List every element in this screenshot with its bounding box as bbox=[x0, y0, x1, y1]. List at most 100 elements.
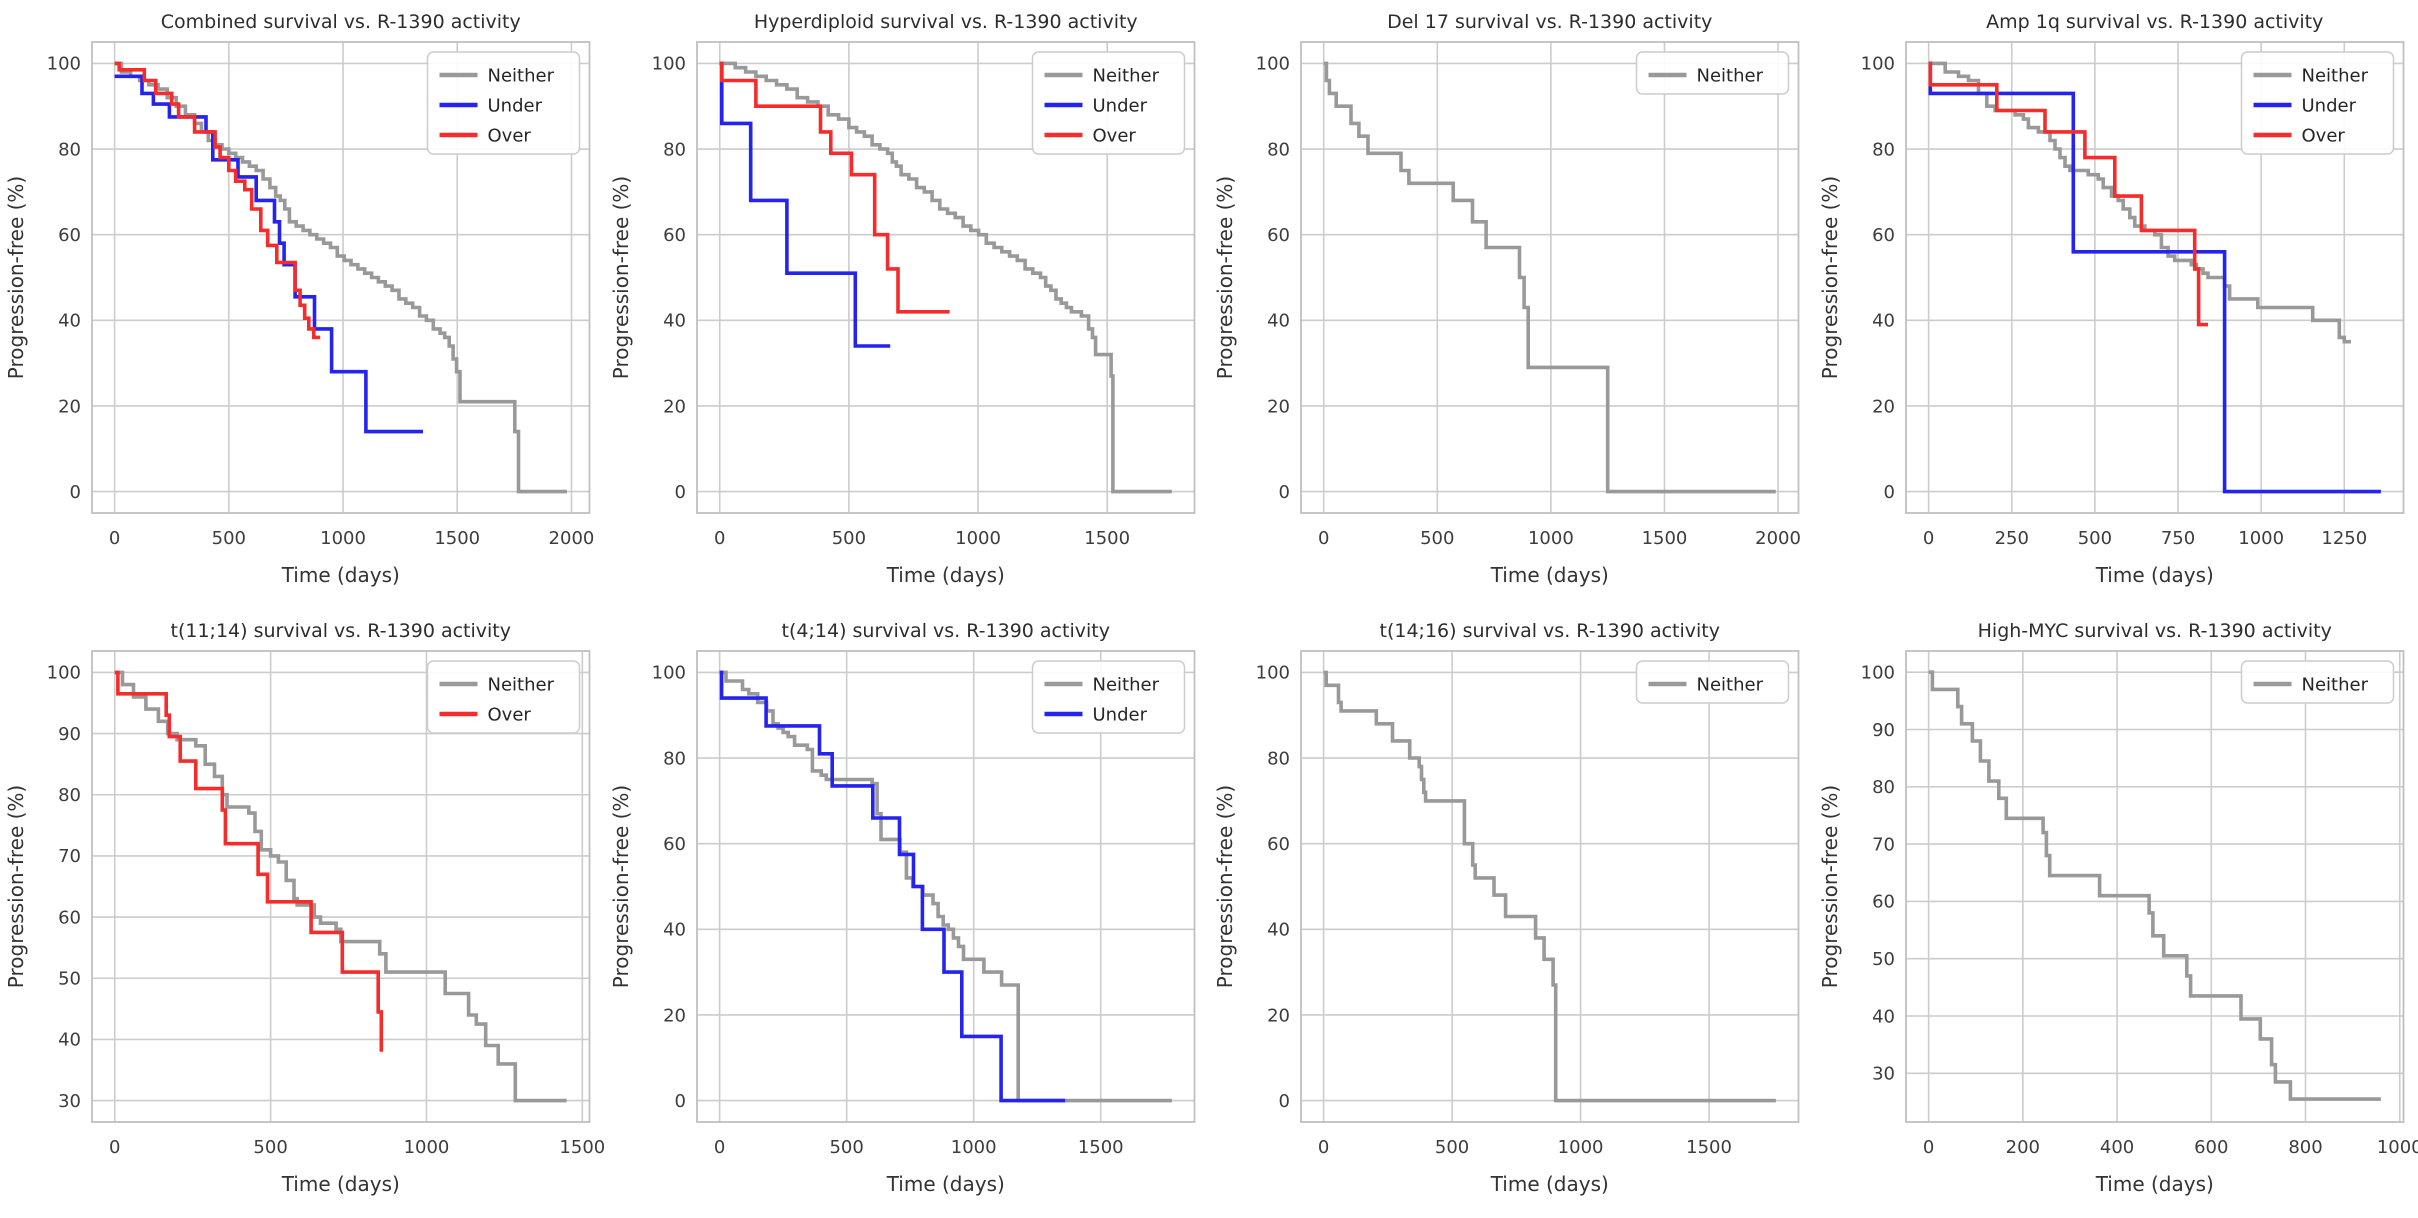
axes-spines bbox=[1904, 41, 2404, 514]
x-tick-label: 1000 bbox=[2238, 528, 2284, 549]
x-tick-label: 1000 bbox=[955, 528, 1001, 549]
x-tick-label: 400 bbox=[2099, 1137, 2133, 1158]
y-axis-label: Progression-free (%) bbox=[4, 785, 28, 988]
y-tick-label: 70 bbox=[58, 846, 81, 867]
x-tick-label: 1000 bbox=[1558, 1137, 1604, 1158]
axes-spines bbox=[91, 41, 591, 514]
chart-t4-14-svg: 0 500 1000 1500 0 20 40 60 80 100 t(4;14) survival… bbox=[604, 609, 1209, 1218]
legend-label-neither: Neither bbox=[1697, 65, 1764, 86]
legend-label-under: Under bbox=[488, 95, 543, 116]
y-tick-label: 100 bbox=[651, 663, 685, 684]
axes-background bbox=[1301, 42, 1799, 513]
y-tick-label: 60 bbox=[58, 225, 81, 246]
y-tick-label: 80 bbox=[58, 139, 81, 160]
y-tick-label: 80 bbox=[1267, 748, 1290, 769]
y-tick-label: 0 bbox=[70, 482, 81, 503]
y-tick-label: 40 bbox=[58, 1030, 81, 1051]
legend-box bbox=[2240, 51, 2394, 155]
y-axis-label: Progression-free (%) bbox=[1213, 785, 1237, 988]
y-axis-label: Progression-free (%) bbox=[609, 785, 633, 988]
chart-title: High-MYC survival vs. R-1390 activity bbox=[1977, 620, 2331, 642]
y-tick-label: 60 bbox=[1872, 892, 1895, 913]
y-tick-label: 80 bbox=[663, 748, 686, 769]
legend-label-neither: Neither bbox=[488, 674, 555, 695]
y-tick-label: 0 bbox=[674, 1091, 685, 1112]
series-neither-curve bbox=[719, 61, 1172, 494]
chart-combined-svg: 0 500 1000 1500 2000 0 20 40 60 80 100 Combined sur… bbox=[0, 0, 605, 609]
y-tick-label: 90 bbox=[58, 724, 81, 745]
legend: Neither bbox=[1635, 660, 1790, 704]
axes-background bbox=[1301, 651, 1799, 1122]
x-tick-label: 200 bbox=[2005, 1137, 2039, 1158]
y-tick-label: 20 bbox=[1267, 1005, 1290, 1026]
legend: Neither Over bbox=[426, 660, 581, 734]
y-tick-label: 30 bbox=[58, 1091, 81, 1112]
y-tick-label: 0 bbox=[1279, 482, 1290, 503]
axes-spines bbox=[91, 650, 591, 1123]
y-tick-label: 40 bbox=[1872, 1006, 1895, 1027]
x-tick-label: 2000 bbox=[1755, 528, 1801, 549]
y-tick-label: 60 bbox=[1267, 225, 1290, 246]
y-tick-label: 100 bbox=[651, 54, 685, 75]
x-tick-label: 600 bbox=[2194, 1137, 2228, 1158]
x-axis-label: Time (days) bbox=[281, 1172, 400, 1196]
y-tick-label: 0 bbox=[1883, 482, 1894, 503]
x-tick-label: 0 bbox=[713, 1137, 724, 1158]
legend-label-under: Under bbox=[1092, 704, 1147, 725]
legend: Neither bbox=[1635, 51, 1790, 95]
legend-label-under: Under bbox=[1092, 95, 1147, 116]
y-tick-label: 100 bbox=[1860, 663, 1894, 684]
legend: Neither Under Over bbox=[1031, 51, 1185, 155]
y-tick-label: 100 bbox=[47, 54, 81, 75]
y-tick-label: 40 bbox=[58, 311, 81, 332]
axes-spines bbox=[1300, 41, 1800, 514]
x-tick-label: 1500 bbox=[1686, 1137, 1732, 1158]
x-tick-label: 500 bbox=[212, 528, 246, 549]
x-tick-label: 0 bbox=[714, 528, 725, 549]
series-under-curve bbox=[114, 74, 423, 434]
x-tick-label: 800 bbox=[2288, 1137, 2322, 1158]
y-tick-label: 20 bbox=[1267, 396, 1290, 417]
chart-title: Amp 1q survival vs. R-1390 activity bbox=[1986, 11, 2323, 33]
subplot-t4-14: 0 500 1000 1500 0 20 40 60 80 100 t(4;14) survival… bbox=[604, 609, 1209, 1218]
x-tick-label: 500 bbox=[1435, 1137, 1469, 1158]
chart-hyperdiploid-svg: 0 500 1000 1500 0 20 40 60 80 100 Hyperdiploid sur… bbox=[604, 0, 1209, 609]
series-over-curve bbox=[719, 61, 950, 314]
y-tick-label: 0 bbox=[674, 482, 685, 503]
y-tick-label: 30 bbox=[1872, 1064, 1895, 1085]
chart-title: t(14;16) survival vs. R-1390 activity bbox=[1380, 620, 1721, 642]
x-tick-label: 1500 bbox=[1642, 528, 1688, 549]
series-neither-curve bbox=[1928, 670, 2381, 1101]
chart-del17-svg: 0 500 1000 1500 2000 0 20 40 60 80 100 Del 17 survi… bbox=[1209, 0, 1814, 609]
chart-t14-16-svg: 0 500 1000 1500 0 20 40 60 80 100 t(14;16) surviva… bbox=[1209, 609, 1814, 1218]
y-tick-label: 40 bbox=[1267, 920, 1290, 941]
subplot-combined: 0 500 1000 1500 2000 0 20 40 60 80 100 Combined sur… bbox=[0, 0, 605, 609]
x-tick-label: 1250 bbox=[2321, 528, 2367, 549]
x-tick-label: 1500 bbox=[1084, 528, 1130, 549]
x-tick-label: 1000 bbox=[1528, 528, 1574, 549]
x-tick-label: 500 bbox=[1420, 528, 1454, 549]
legend: Neither Under bbox=[1031, 660, 1185, 734]
x-tick-label: 0 bbox=[1922, 1137, 1933, 1158]
subplot-t14-16: 0 500 1000 1500 0 20 40 60 80 100 t(14;16) surviva… bbox=[1209, 609, 1814, 1218]
chart-amp1q-svg: 0 250 500 750 1000 1250 0 20 40 60 80 100 Amp 1q sur… bbox=[1813, 0, 2418, 609]
y-tick-label: 50 bbox=[58, 969, 81, 990]
y-tick-label: 20 bbox=[58, 396, 81, 417]
legend-label-over: Over bbox=[1092, 125, 1136, 146]
y-axis-label: Progression-free (%) bbox=[1818, 785, 1842, 988]
y-axis-label: Progression-free (%) bbox=[4, 176, 28, 379]
legend-label-over: Over bbox=[488, 704, 532, 725]
x-tick-label: 0 bbox=[1922, 528, 1933, 549]
y-tick-label: 60 bbox=[663, 834, 686, 855]
subplot-t11-14: 0 500 1000 1500 30 40 50 60 70 80 90 100 t(11;14) su… bbox=[0, 609, 605, 1218]
legend-label-neither: Neither bbox=[2301, 674, 2368, 695]
series-over-curve bbox=[114, 61, 321, 340]
y-tick-label: 100 bbox=[1860, 54, 1894, 75]
x-axis-label: Time (days) bbox=[2094, 563, 2213, 587]
series-over-curve bbox=[114, 670, 384, 1052]
legend: Neither Under Over bbox=[426, 51, 581, 155]
legend: Neither Under Over bbox=[2240, 51, 2394, 155]
y-tick-label: 80 bbox=[1872, 139, 1895, 160]
legend-label-over: Over bbox=[2301, 125, 2345, 146]
y-tick-label: 40 bbox=[663, 920, 686, 941]
